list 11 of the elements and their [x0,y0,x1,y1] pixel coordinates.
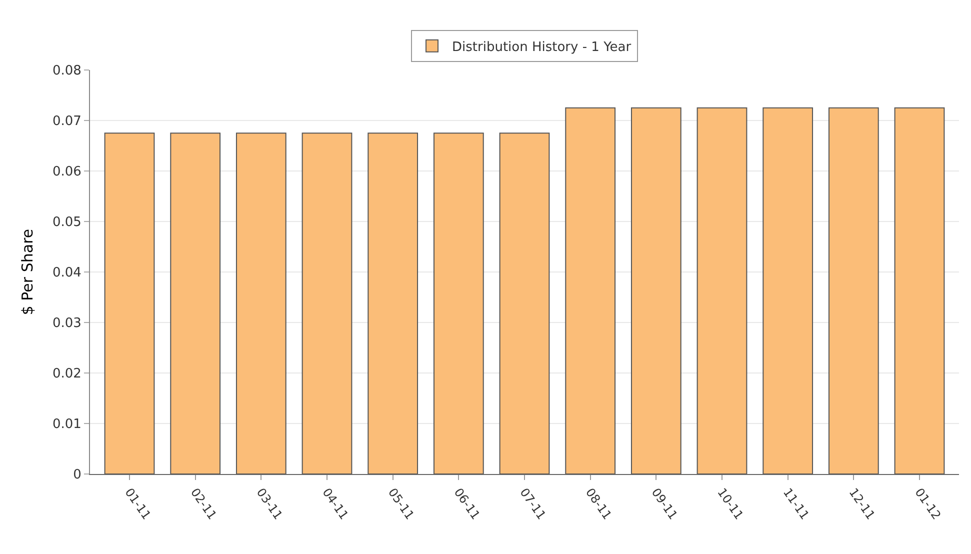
y-tick-label: 0.04 [52,266,82,281]
y-tick-label: 0.05 [52,215,82,230]
y-tick-label: 0 [73,468,82,483]
y-tick-label: 0.03 [52,316,82,332]
legend-label: Distribution History - 1 Year [452,40,632,55]
y-axis-title: $ Per Share [18,228,37,316]
y-tick-label: 0.01 [52,417,82,432]
y-tick-label: 0.06 [52,164,82,180]
y-tick-label: 0.08 [52,64,82,79]
y-tick-label: 0.07 [52,114,82,130]
y-tick-label: 0.02 [52,366,82,382]
